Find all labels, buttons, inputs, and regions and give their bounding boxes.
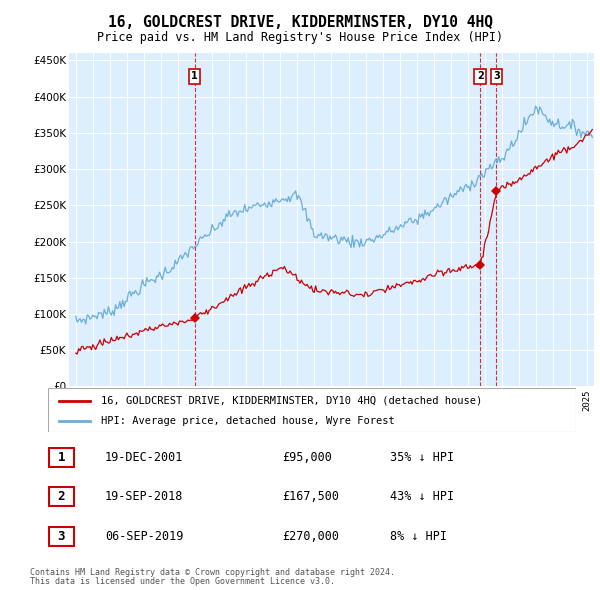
Text: 2: 2	[58, 490, 65, 503]
Text: £167,500: £167,500	[282, 490, 339, 503]
Text: £270,000: £270,000	[282, 530, 339, 543]
Text: 19-DEC-2001: 19-DEC-2001	[105, 451, 184, 464]
Text: 1: 1	[191, 71, 198, 81]
Text: 19-SEP-2018: 19-SEP-2018	[105, 490, 184, 503]
Text: 35% ↓ HPI: 35% ↓ HPI	[390, 451, 454, 464]
FancyBboxPatch shape	[49, 487, 74, 506]
Text: HPI: Average price, detached house, Wyre Forest: HPI: Average price, detached house, Wyre…	[101, 416, 395, 426]
Text: 8% ↓ HPI: 8% ↓ HPI	[390, 530, 447, 543]
Text: 16, GOLDCREST DRIVE, KIDDERMINSTER, DY10 4HQ (detached house): 16, GOLDCREST DRIVE, KIDDERMINSTER, DY10…	[101, 396, 482, 406]
Text: 2: 2	[477, 71, 484, 81]
Text: 16, GOLDCREST DRIVE, KIDDERMINSTER, DY10 4HQ: 16, GOLDCREST DRIVE, KIDDERMINSTER, DY10…	[107, 15, 493, 30]
FancyBboxPatch shape	[49, 448, 74, 467]
Text: This data is licensed under the Open Government Licence v3.0.: This data is licensed under the Open Gov…	[30, 577, 335, 586]
Text: Price paid vs. HM Land Registry's House Price Index (HPI): Price paid vs. HM Land Registry's House …	[97, 31, 503, 44]
Text: £95,000: £95,000	[282, 451, 332, 464]
Text: Contains HM Land Registry data © Crown copyright and database right 2024.: Contains HM Land Registry data © Crown c…	[30, 568, 395, 577]
Text: 3: 3	[58, 530, 65, 543]
Text: 3: 3	[493, 71, 500, 81]
FancyBboxPatch shape	[49, 527, 74, 546]
Text: 06-SEP-2019: 06-SEP-2019	[105, 530, 184, 543]
Text: 1: 1	[58, 451, 65, 464]
Text: 43% ↓ HPI: 43% ↓ HPI	[390, 490, 454, 503]
FancyBboxPatch shape	[48, 388, 576, 432]
